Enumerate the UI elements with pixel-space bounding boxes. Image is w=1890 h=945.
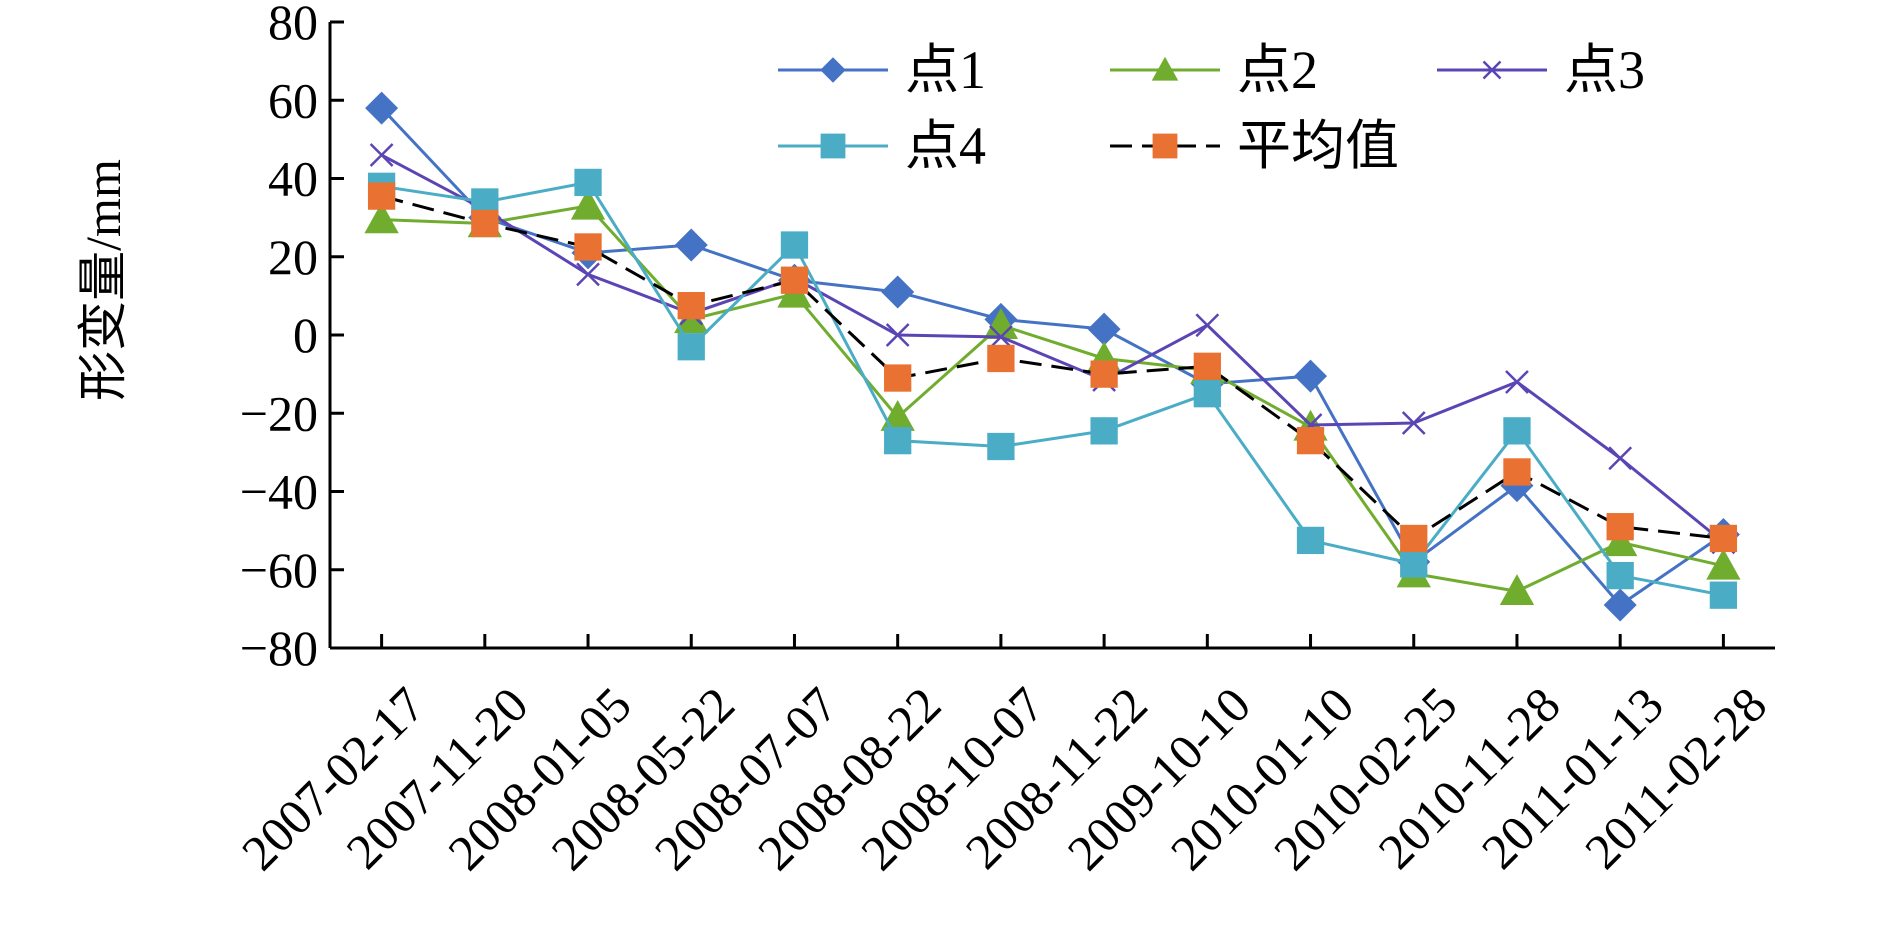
- data-point: [884, 426, 912, 455]
- y-tick-label: −60: [240, 542, 318, 598]
- data-point: [574, 168, 602, 197]
- data-point: [364, 202, 399, 234]
- data-point: [780, 231, 809, 259]
- data-point: [1151, 56, 1179, 81]
- data-point: [1709, 581, 1738, 609]
- data-point: [1090, 417, 1118, 445]
- data-point: [1608, 446, 1633, 471]
- series-1: [365, 91, 1740, 622]
- series-line: [381, 180, 1724, 597]
- data-point: [1706, 548, 1741, 580]
- series-5: [367, 182, 1738, 553]
- series-line: [381, 194, 1724, 541]
- data-point: [1195, 313, 1220, 338]
- data-point: [1482, 60, 1502, 80]
- y-tick-label: 0: [293, 307, 318, 363]
- data-point: [1087, 312, 1121, 346]
- data-point: [1709, 524, 1738, 553]
- y-tick-label: −20: [240, 385, 318, 441]
- legend-item-5: 平均值: [1110, 116, 1399, 176]
- data-point: [1152, 133, 1178, 159]
- data-point: [369, 143, 394, 167]
- data-point: [1294, 359, 1328, 393]
- y-tick-label: 20: [268, 229, 318, 285]
- legend-item-2: 点2: [1110, 40, 1318, 100]
- data-point: [983, 308, 1019, 339]
- data-point: [1193, 352, 1221, 380]
- axes: [328, 22, 1775, 650]
- legend-label: 点4: [905, 116, 986, 176]
- data-point: [885, 323, 910, 347]
- data-point: [570, 188, 606, 220]
- data-point: [1603, 588, 1637, 622]
- data-point: [471, 209, 499, 238]
- legend-item-4: 点4: [778, 116, 986, 176]
- series-group: [364, 91, 1741, 622]
- legend-label: 点1: [905, 40, 986, 100]
- series-line: [380, 153, 1725, 544]
- y-tick-label: 80: [268, 0, 318, 50]
- data-point: [576, 262, 600, 287]
- series-2: [364, 188, 1741, 605]
- y-ticks: 80 60 40 20 0 −20 −40 −60 −80: [240, 0, 344, 676]
- series-4: [367, 168, 1738, 609]
- data-point: [884, 364, 912, 392]
- y-axis-title: 形变量/mm: [75, 159, 131, 401]
- data-point: [1296, 526, 1325, 555]
- legend-item-1: 点1: [778, 40, 986, 100]
- data-point: [780, 266, 809, 294]
- data-point: [1603, 525, 1638, 557]
- data-point: [367, 182, 396, 210]
- data-point: [674, 228, 708, 262]
- data-point: [987, 432, 1015, 461]
- data-point: [1503, 458, 1531, 486]
- series-line: [381, 204, 1724, 593]
- data-point: [1090, 360, 1118, 388]
- legend-label: 平均值: [1237, 116, 1399, 176]
- data-point: [677, 333, 705, 361]
- series-line: [380, 107, 1725, 607]
- data-point: [365, 91, 399, 125]
- data-point: [1296, 426, 1325, 455]
- y-tick-label: 40: [268, 151, 318, 207]
- legend-item-3: 点3: [1437, 40, 1645, 100]
- data-point: [1499, 574, 1535, 605]
- legend-label: 点3: [1564, 40, 1645, 100]
- data-point: [677, 292, 705, 320]
- data-point: [1606, 513, 1634, 541]
- data-point: [1193, 380, 1221, 408]
- legend: 点1 点2 点3 点4 平均值: [778, 40, 1645, 176]
- y-axis-label: 形变量/mm: [75, 159, 131, 401]
- data-point: [820, 133, 846, 159]
- data-point: [1503, 417, 1531, 445]
- series-3: [369, 143, 1736, 555]
- data-point: [987, 344, 1015, 373]
- y-tick-label: −40: [240, 464, 318, 520]
- x-ticks: 2007-02-172007-11-202008-01-052008-05-22…: [231, 634, 1777, 881]
- legend-label: 点2: [1237, 40, 1318, 100]
- data-point: [1606, 561, 1634, 590]
- data-point: [820, 57, 846, 83]
- data-point: [1400, 524, 1428, 553]
- y-tick-label: 60: [268, 72, 318, 128]
- data-point: [1401, 411, 1426, 435]
- data-point: [1505, 370, 1529, 394]
- y-tick-label: −80: [240, 620, 318, 676]
- data-point: [881, 275, 915, 309]
- data-point: [574, 233, 602, 261]
- data-point: [1400, 550, 1428, 578]
- data-point: [989, 325, 1013, 349]
